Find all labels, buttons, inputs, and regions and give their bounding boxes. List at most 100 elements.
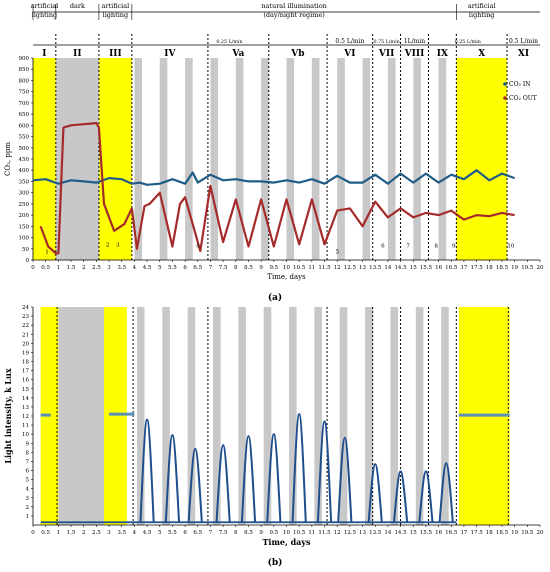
a-series-line xyxy=(32,169,515,186)
a-night-stripe xyxy=(362,58,371,260)
a-y-tick-label: 500 xyxy=(19,146,30,152)
a-regime-label: lighting xyxy=(32,11,58,19)
a-phase-label: III xyxy=(109,49,122,59)
a-phase-label: I xyxy=(42,49,46,59)
a-x-tick-label: 10.5 xyxy=(293,265,306,271)
a-legend-marker xyxy=(503,96,507,100)
a-x-tick-label: 5.5 xyxy=(168,265,177,271)
a-point-label: 7 xyxy=(406,244,410,250)
a-x-tick-label: 3.5 xyxy=(117,265,126,271)
a-x-tick-label: 16 xyxy=(435,265,442,271)
b-y-tick-label: 19 xyxy=(22,350,29,356)
b-x-tick-label: 5 xyxy=(158,530,162,536)
a-x-tick-label: 6 xyxy=(183,265,187,271)
a-lighting-region xyxy=(33,58,56,260)
a-x-tick-label: 9 xyxy=(259,265,263,271)
b-x-tick-label: 11.5 xyxy=(318,530,331,536)
b-x-tick-label: 14.5 xyxy=(394,530,407,536)
a-night-stripe xyxy=(337,58,345,260)
b-panel-label: (b) xyxy=(268,557,283,568)
a-x-tick-label: 4.5 xyxy=(143,265,152,271)
b-x-tick-label: 2 xyxy=(82,530,86,536)
b-night-stripe xyxy=(289,307,297,525)
b-x-tick-label: 7 xyxy=(209,530,213,536)
b-y-tick-label: 2 xyxy=(26,505,30,511)
b-y-tick-label: 1 xyxy=(26,514,30,520)
a-y-tick-label: 0 xyxy=(26,258,30,264)
b-x-tick-label: 17 xyxy=(460,530,467,536)
a-flow-label: 0.25 L/min xyxy=(216,39,242,45)
a-x-tick-label: 0.5 xyxy=(41,265,50,271)
b-x-tick-label: 8 xyxy=(234,530,238,536)
b-x-tick-label: 10 xyxy=(283,530,290,536)
a-series-line xyxy=(39,122,515,255)
b-x-tick-label: 15.5 xyxy=(420,530,433,536)
a-x-tick-label: 4 xyxy=(133,265,137,271)
a-phase-label: Vb xyxy=(290,49,304,59)
a-x-tick-label: 1.5 xyxy=(67,265,76,271)
a-phase-label: IX xyxy=(437,49,448,59)
b-x-tick-label: 16.5 xyxy=(445,530,458,536)
b-y-tick-label: 14 xyxy=(22,396,29,402)
b-y-tick-label: 17 xyxy=(22,369,29,375)
b-y-tick-label: 9 xyxy=(26,441,30,447)
a-x-tick-label: 13.5 xyxy=(369,265,382,271)
a-x-tick-label: 12 xyxy=(334,265,341,271)
b-x-tick-label: 10.5 xyxy=(293,530,306,536)
b-night-stripe xyxy=(441,307,449,525)
b-light-peak xyxy=(187,447,203,523)
b-x-tick-label: 12.5 xyxy=(344,530,357,536)
a-x-tick-label: 15 xyxy=(410,265,417,271)
b-night-stripe xyxy=(415,307,424,525)
a-point-label: 6 xyxy=(381,244,385,250)
b-y-tick-label: 7 xyxy=(26,459,30,465)
a-x-tick-label: 6.5 xyxy=(193,265,202,271)
a-legend-label: CO₂ IN xyxy=(509,81,530,88)
a-regime-label: artificial xyxy=(102,2,130,10)
b-x-tick-label: 1.5 xyxy=(67,530,76,536)
a-lighting-region xyxy=(456,58,508,260)
a-x-tick-label: 1 xyxy=(57,265,61,271)
a-y-tick-label: 50 xyxy=(22,247,29,253)
b-night-stripe xyxy=(339,307,348,525)
b-x-tick-label: 13 xyxy=(359,530,366,536)
b-y-tick-label: 12 xyxy=(22,414,29,420)
a-point-label: 8 xyxy=(434,244,438,250)
a-point-label: 2 xyxy=(106,243,110,249)
a-x-tick-label: 17 xyxy=(460,265,467,271)
a-night-stripe xyxy=(185,58,193,260)
b-x-tick-label: 2.5 xyxy=(92,530,101,536)
a-night-stripe xyxy=(286,58,295,260)
b-x-tick-label: 9.5 xyxy=(269,530,278,536)
a-x-tick-label: 12.5 xyxy=(344,265,357,271)
a-x-tick-label: 9.5 xyxy=(269,265,278,271)
a-y-tick-label: 250 xyxy=(19,202,30,208)
b-light-peak xyxy=(337,436,353,523)
a-y-tick-label: 550 xyxy=(19,135,30,141)
b-x-tick-label: 3 xyxy=(107,530,111,536)
a-x-tick-label: 18 xyxy=(486,265,493,271)
b-y-tick-label: 10 xyxy=(22,432,29,438)
a-y-tick-label: 700 xyxy=(19,101,30,107)
b-y-tick-label: 13 xyxy=(22,405,29,411)
a-point-label: 9 xyxy=(452,244,456,250)
a-x-tick-label: 18.5 xyxy=(496,265,509,271)
b-x-tick-label: 20 xyxy=(537,530,544,536)
a-x-tick-label: 14 xyxy=(384,265,391,271)
a-phase-label: Va xyxy=(231,49,244,59)
b-y-tick-label: 23 xyxy=(22,314,29,320)
a-flow-label: 0.5 L/min xyxy=(509,38,538,45)
a-flow-label: 1L/min xyxy=(404,38,425,45)
a-phase-label: II xyxy=(73,49,81,59)
b-night-stripe xyxy=(390,307,399,525)
a-y-tick-label: 800 xyxy=(19,78,30,84)
a-x-tick-label: 8.5 xyxy=(244,265,253,271)
a-x-tick-label: 13 xyxy=(359,265,366,271)
b-x-tick-label: 19.5 xyxy=(521,530,534,536)
b-light-peak xyxy=(316,420,333,523)
a-y-tick-label: 300 xyxy=(19,191,30,197)
a-night-stripe xyxy=(159,58,168,260)
b-x-axis-label: Time, days xyxy=(262,537,311,547)
a-phase-label: IV xyxy=(164,49,176,59)
a-night-stripe xyxy=(387,58,396,260)
